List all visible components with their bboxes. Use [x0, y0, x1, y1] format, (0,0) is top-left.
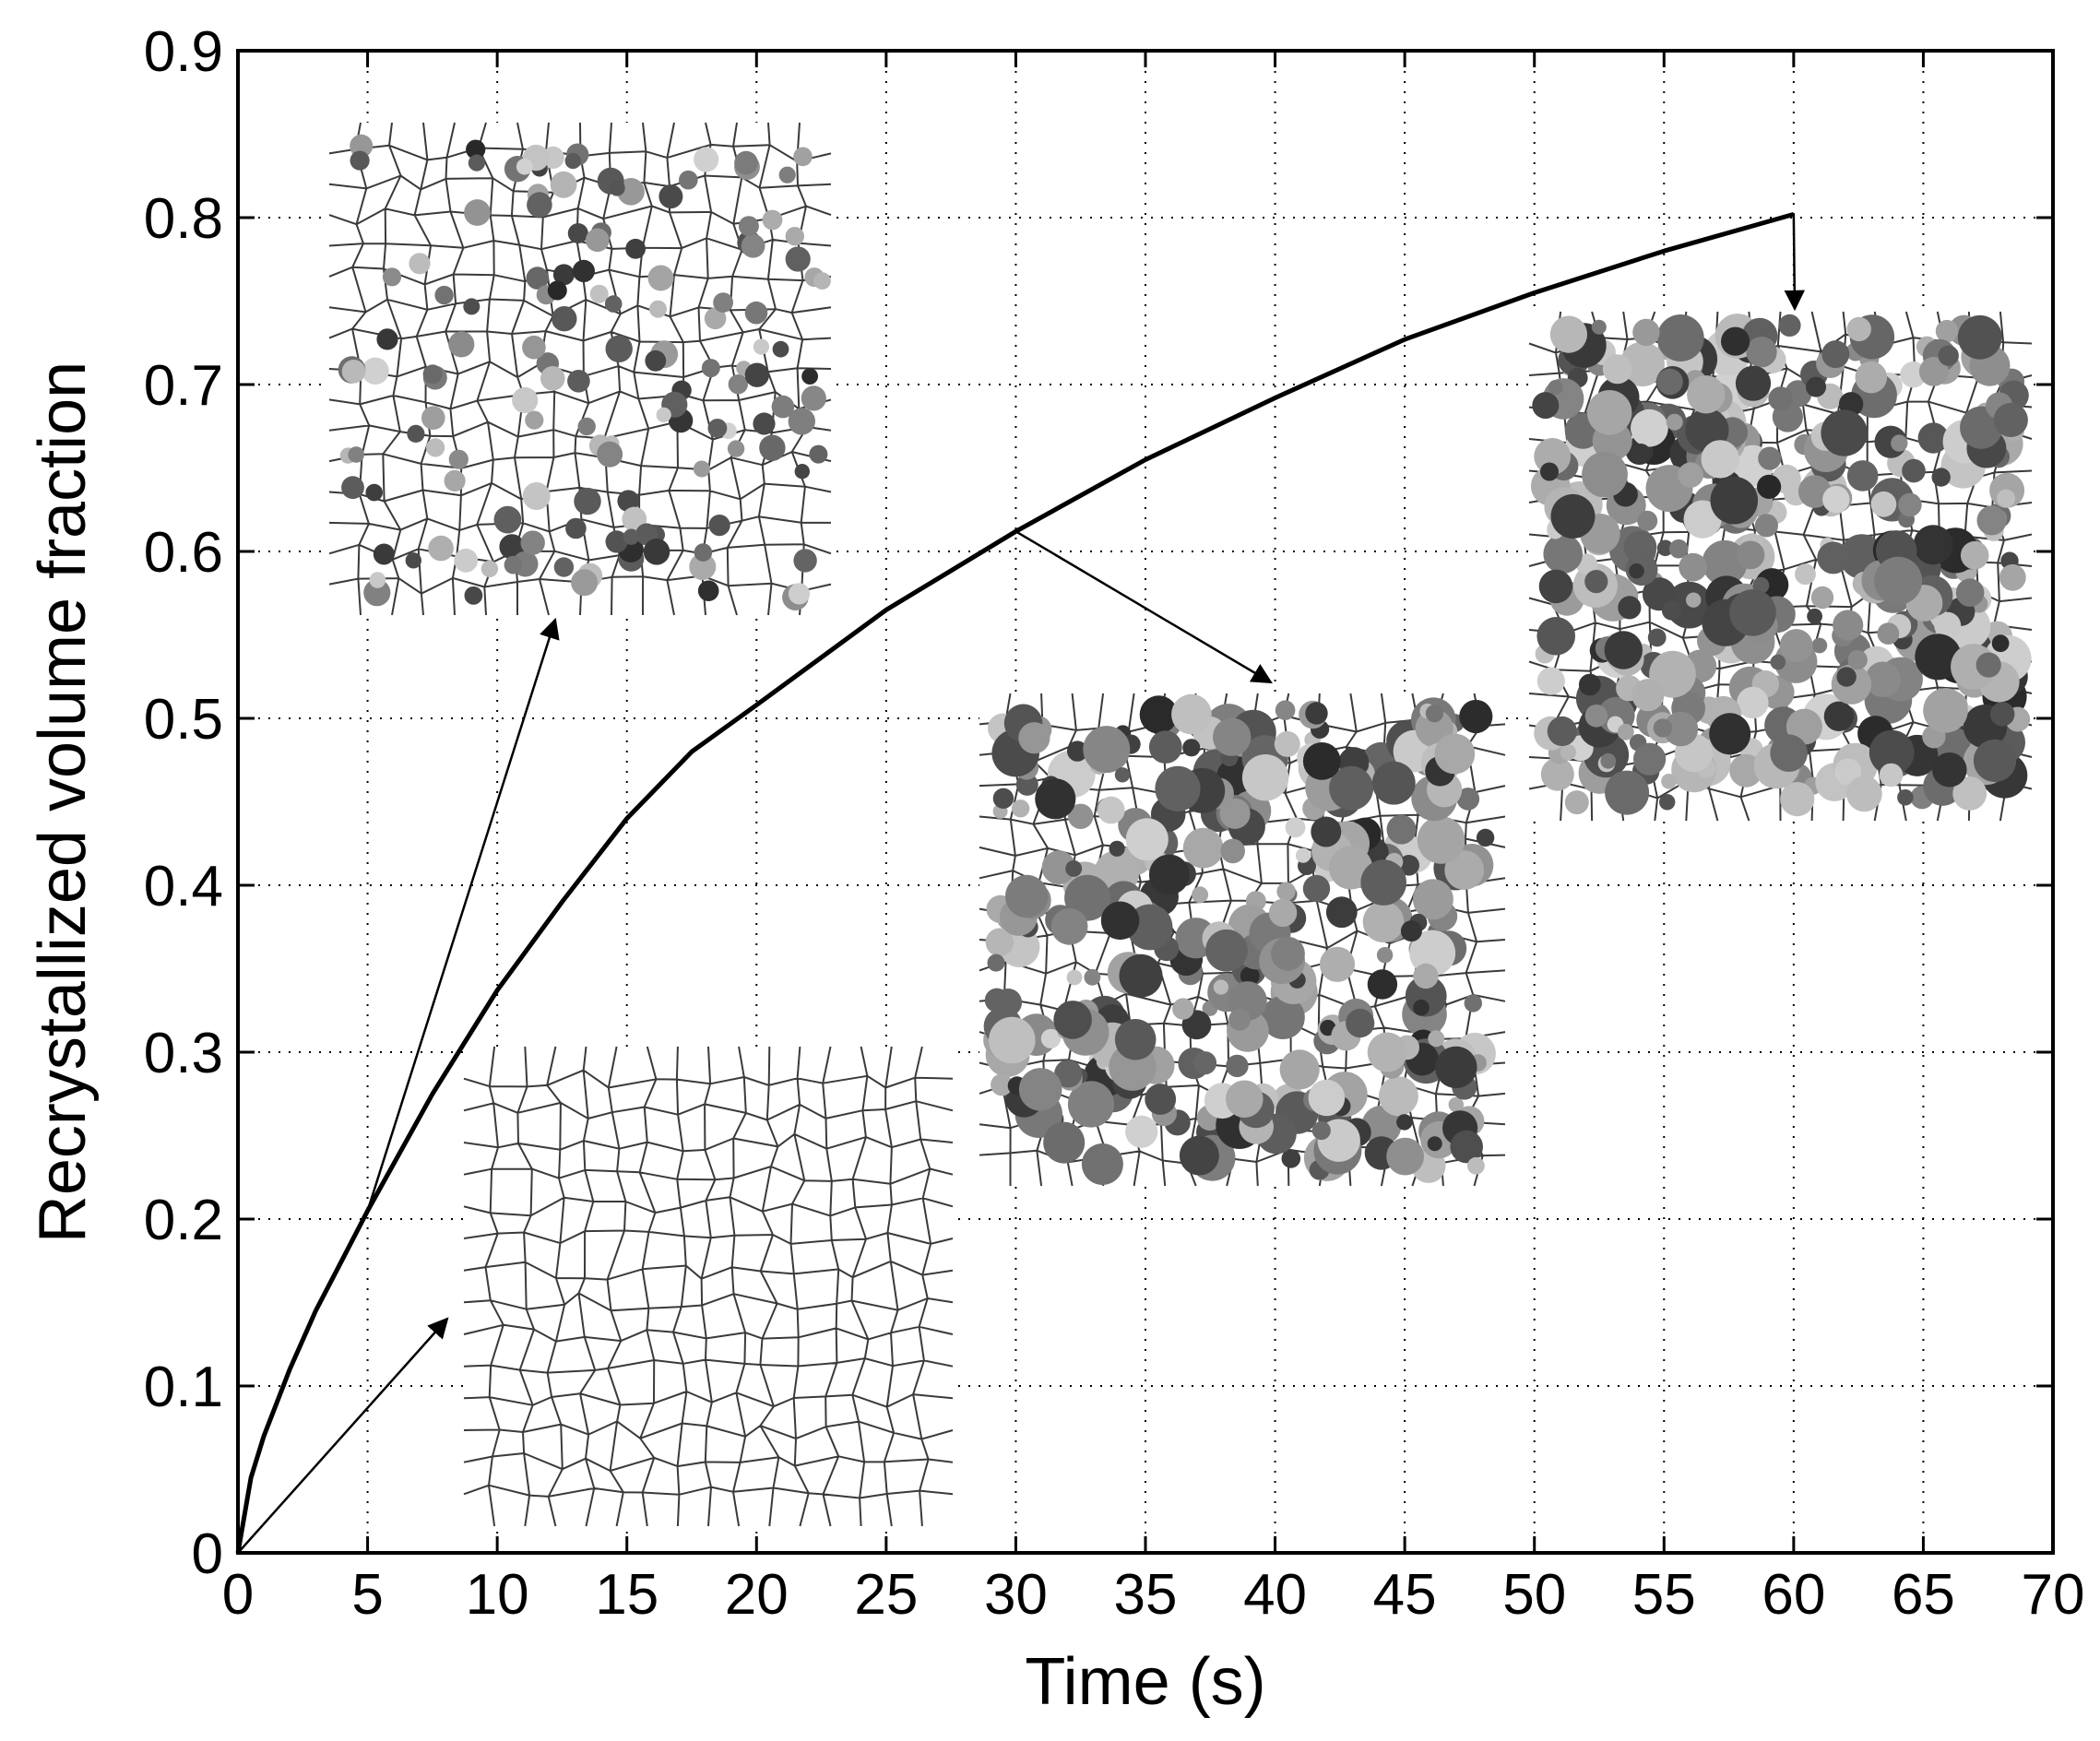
x-tick-label: 40 [1243, 1563, 1307, 1627]
series-line [235, 211, 1795, 1554]
microstructure-inset-late [1528, 311, 2033, 822]
x-tick-label: 0 [222, 1563, 254, 1627]
inset-arrow-intermediate [1014, 530, 1273, 684]
y-axis-tick-labels: 0 0.1 0.2 0.3 0.4 0.5 0.6 0.7 0.8 0.9 [144, 20, 223, 1586]
inset-arrow-initial [237, 1317, 449, 1554]
y-tick-label: 0.1 [144, 1356, 223, 1419]
x-tick-label: 15 [595, 1563, 658, 1627]
y-tick-label: 0.7 [144, 354, 223, 418]
y-axis-label: Recrystallized volume fraction [26, 361, 100, 1243]
microstructure-inset-initial [463, 1046, 954, 1527]
x-tick-label: 5 [351, 1563, 383, 1627]
x-tick-label: 55 [1632, 1563, 1696, 1627]
y-tick-label: 0.2 [144, 1189, 223, 1252]
x-tick-label: 50 [1502, 1563, 1566, 1627]
microstructure-inset-early [328, 122, 832, 616]
x-tick-label: 30 [984, 1563, 1048, 1627]
x-tick-label: 45 [1373, 1563, 1437, 1627]
microstructure-inset-intermediate [979, 693, 1506, 1187]
y-tick-label: 0.4 [144, 855, 223, 918]
data-series [235, 211, 1795, 1554]
x-tick-label: 60 [1762, 1563, 1825, 1627]
y-tick-label: 0.6 [144, 521, 223, 585]
y-tick-label: 0 [192, 1522, 223, 1586]
microstructure-insets [328, 122, 2033, 1527]
x-tick-label: 35 [1114, 1563, 1178, 1627]
inset-arrows [237, 214, 1806, 1554]
y-tick-label: 0.8 [144, 187, 223, 251]
x-axis-tick-labels: 0 5 10 15 20 25 30 35 40 45 50 55 60 65 70 [222, 1563, 2085, 1627]
x-tick-label: 20 [725, 1563, 789, 1627]
inset-arrow-early [366, 617, 560, 1212]
x-tick-label: 70 [2022, 1563, 2085, 1627]
y-tick-label: 0.9 [144, 20, 223, 84]
x-tick-label: 65 [1892, 1563, 1955, 1627]
x-tick-label: 25 [854, 1563, 918, 1627]
inset-arrow-late [1784, 214, 1806, 312]
y-tick-label: 0.3 [144, 1022, 223, 1085]
y-tick-label: 0.5 [144, 688, 223, 752]
axis-ticks [236, 49, 2055, 1555]
x-tick-label: 10 [466, 1563, 529, 1627]
x-axis-label: Time (s) [1025, 1645, 1265, 1719]
